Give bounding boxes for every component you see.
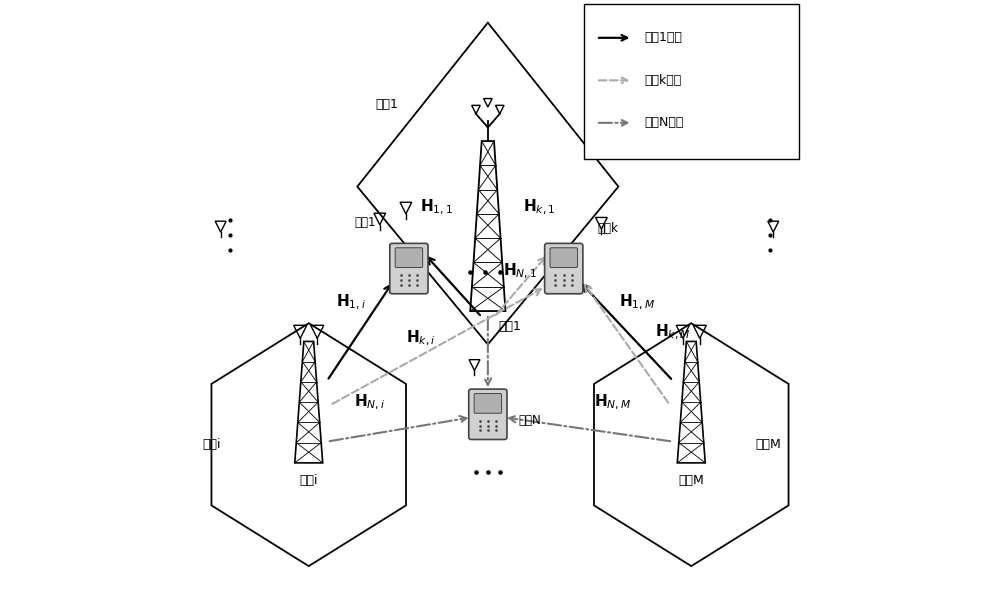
Text: 小区i: 小区i xyxy=(202,438,221,451)
FancyBboxPatch shape xyxy=(469,389,507,439)
FancyBboxPatch shape xyxy=(390,243,428,294)
FancyBboxPatch shape xyxy=(474,393,502,413)
Text: $\mathbf{H}_{1,1}$: $\mathbf{H}_{1,1}$ xyxy=(420,198,453,218)
Text: 用户k: 用户k xyxy=(597,222,618,235)
Text: $\mathbf{H}_{k,M}$: $\mathbf{H}_{k,M}$ xyxy=(655,323,690,342)
Text: 用户1: 用户1 xyxy=(354,216,376,229)
Text: $\mathbf{H}_{1,i}$: $\mathbf{H}_{1,i}$ xyxy=(336,292,366,312)
Text: $\mathbf{H}_{N,i}$: $\mathbf{H}_{N,i}$ xyxy=(354,392,385,412)
Text: $\mathbf{H}_{k,1}$: $\mathbf{H}_{k,1}$ xyxy=(523,198,556,218)
FancyBboxPatch shape xyxy=(550,248,577,268)
Text: $\mathbf{H}_{N,1}$: $\mathbf{H}_{N,1}$ xyxy=(503,262,537,281)
Text: $\mathbf{H}_{k,i}$: $\mathbf{H}_{k,i}$ xyxy=(406,329,436,348)
Text: 基站1: 基站1 xyxy=(499,320,522,333)
Text: 小区1: 小区1 xyxy=(376,98,398,111)
Text: 小区M: 小区M xyxy=(755,438,781,451)
FancyBboxPatch shape xyxy=(584,4,799,159)
Text: 用户k信号: 用户k信号 xyxy=(645,74,682,87)
FancyBboxPatch shape xyxy=(545,243,583,294)
Text: 用户N信号: 用户N信号 xyxy=(645,117,684,129)
Text: 基站M: 基站M xyxy=(678,474,704,487)
FancyBboxPatch shape xyxy=(395,248,423,268)
Text: $\mathbf{H}_{N,M}$: $\mathbf{H}_{N,M}$ xyxy=(594,392,631,412)
Text: 基站i: 基站i xyxy=(299,474,318,487)
Text: 用户N: 用户N xyxy=(518,414,541,427)
Text: $\mathbf{H}_{1,M}$: $\mathbf{H}_{1,M}$ xyxy=(619,292,655,312)
Text: 用户1信号: 用户1信号 xyxy=(645,31,682,45)
